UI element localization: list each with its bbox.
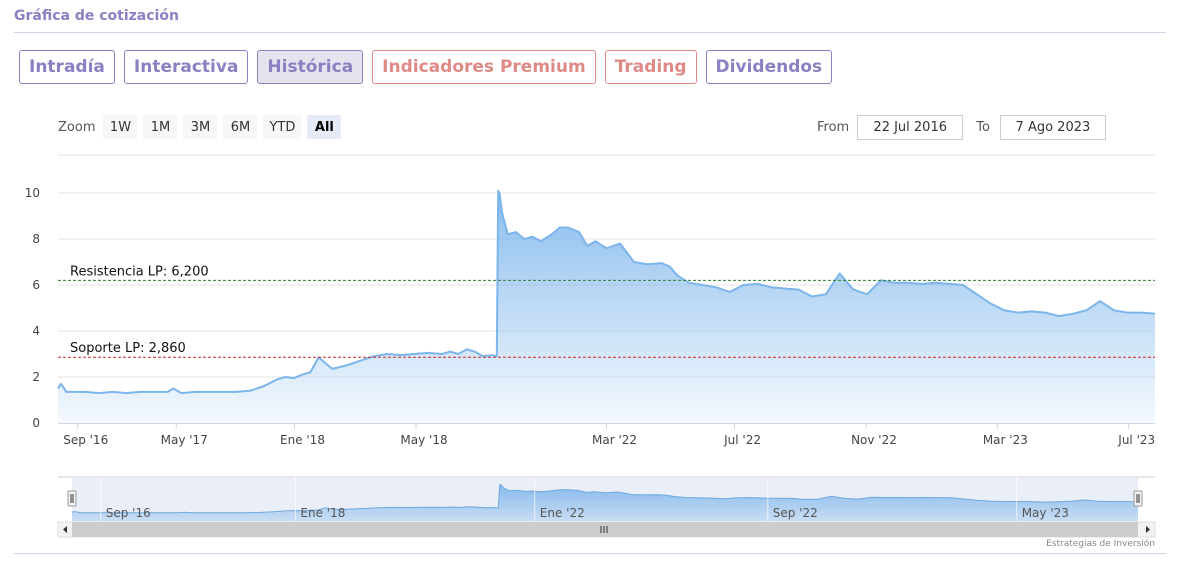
y-tick-label: 10 — [25, 186, 40, 200]
x-tick-label: Mar '23 — [983, 433, 1028, 447]
title-divider — [14, 32, 1166, 33]
from-label: From — [817, 120, 850, 135]
zoom-bar: Zoom 1W 1M 3M 6M YTD All — [58, 115, 342, 139]
y-tick-label: 0 — [32, 416, 40, 430]
zoom-ytd-button[interactable]: YTD — [263, 115, 302, 139]
navigator-label: May '23 — [1022, 506, 1069, 520]
x-tick-label: Jul '23 — [1117, 433, 1155, 447]
x-tick-label: Jul '22 — [723, 433, 761, 447]
zoom-1w-button[interactable]: 1W — [103, 115, 138, 139]
x-tick-label: Ene '18 — [280, 433, 325, 447]
date-range: From 22 Jul 2016 To 7 Ago 2023 — [817, 115, 1106, 140]
chart-type-tabs: Intradía Interactiva Histórica Indicador… — [19, 50, 833, 84]
x-tick-label: Nov '22 — [851, 433, 897, 447]
zoom-6m-button[interactable]: 6M — [223, 115, 258, 139]
tab-interactiva[interactable]: Interactiva — [123, 50, 249, 84]
tab-historica[interactable]: Histórica — [257, 50, 364, 84]
navigator-right-handle[interactable] — [1133, 490, 1143, 507]
x-tick-label: May '18 — [400, 433, 447, 447]
to-label: To — [976, 120, 990, 135]
x-tick-label: Sep '16 — [63, 433, 108, 447]
tab-trading[interactable]: Trading — [604, 50, 697, 84]
navigator-label: Sep '22 — [773, 506, 818, 520]
price-line — [57, 189, 1156, 395]
y-tick-label: 6 — [32, 278, 40, 292]
navigator-label: Sep '16 — [106, 506, 151, 520]
navigator-left-handle[interactable] — [67, 490, 77, 507]
x-tick-label: Mar '22 — [592, 433, 637, 447]
scroll-left-arrow[interactable] — [63, 526, 67, 533]
section-title: Gráfica de cotización — [14, 8, 179, 24]
navigator-line — [71, 484, 1139, 514]
navigator-label: Ene '18 — [300, 506, 345, 520]
y-tick-label: 4 — [32, 324, 40, 338]
scroll-right-arrow[interactable] — [1146, 526, 1150, 533]
zoom-3m-button[interactable]: 3M — [183, 115, 218, 139]
scrollbar-thumb[interactable] — [72, 522, 1138, 537]
from-date-input[interactable]: 22 Jul 2016 — [857, 115, 964, 140]
tab-intradia[interactable]: Intradía — [19, 50, 115, 84]
y-tick-label: 2 — [32, 370, 40, 384]
zoom-1m-button[interactable]: 1M — [143, 115, 178, 139]
tab-indicadores-premium[interactable]: Indicadores Premium — [372, 50, 596, 84]
x-tick-label: May '17 — [161, 433, 208, 447]
price-area — [58, 190, 1155, 423]
to-date-input[interactable]: 7 Ago 2023 — [999, 115, 1106, 140]
navigator-area — [72, 484, 1138, 521]
y-tick-label: 8 — [32, 232, 40, 246]
bottom-divider — [14, 553, 1166, 554]
zoom-all-button[interactable]: All — [307, 115, 342, 139]
navigator-label: Ene '22 — [540, 506, 585, 520]
zoom-label: Zoom — [58, 119, 96, 135]
tab-dividendos[interactable]: Dividendos — [705, 50, 833, 84]
resistance-label: Resistencia LP: 6,200 — [70, 264, 209, 279]
credit-text: Estrategias de Inversión — [1046, 539, 1155, 549]
support-label: Soporte LP: 2,860 — [70, 341, 186, 356]
